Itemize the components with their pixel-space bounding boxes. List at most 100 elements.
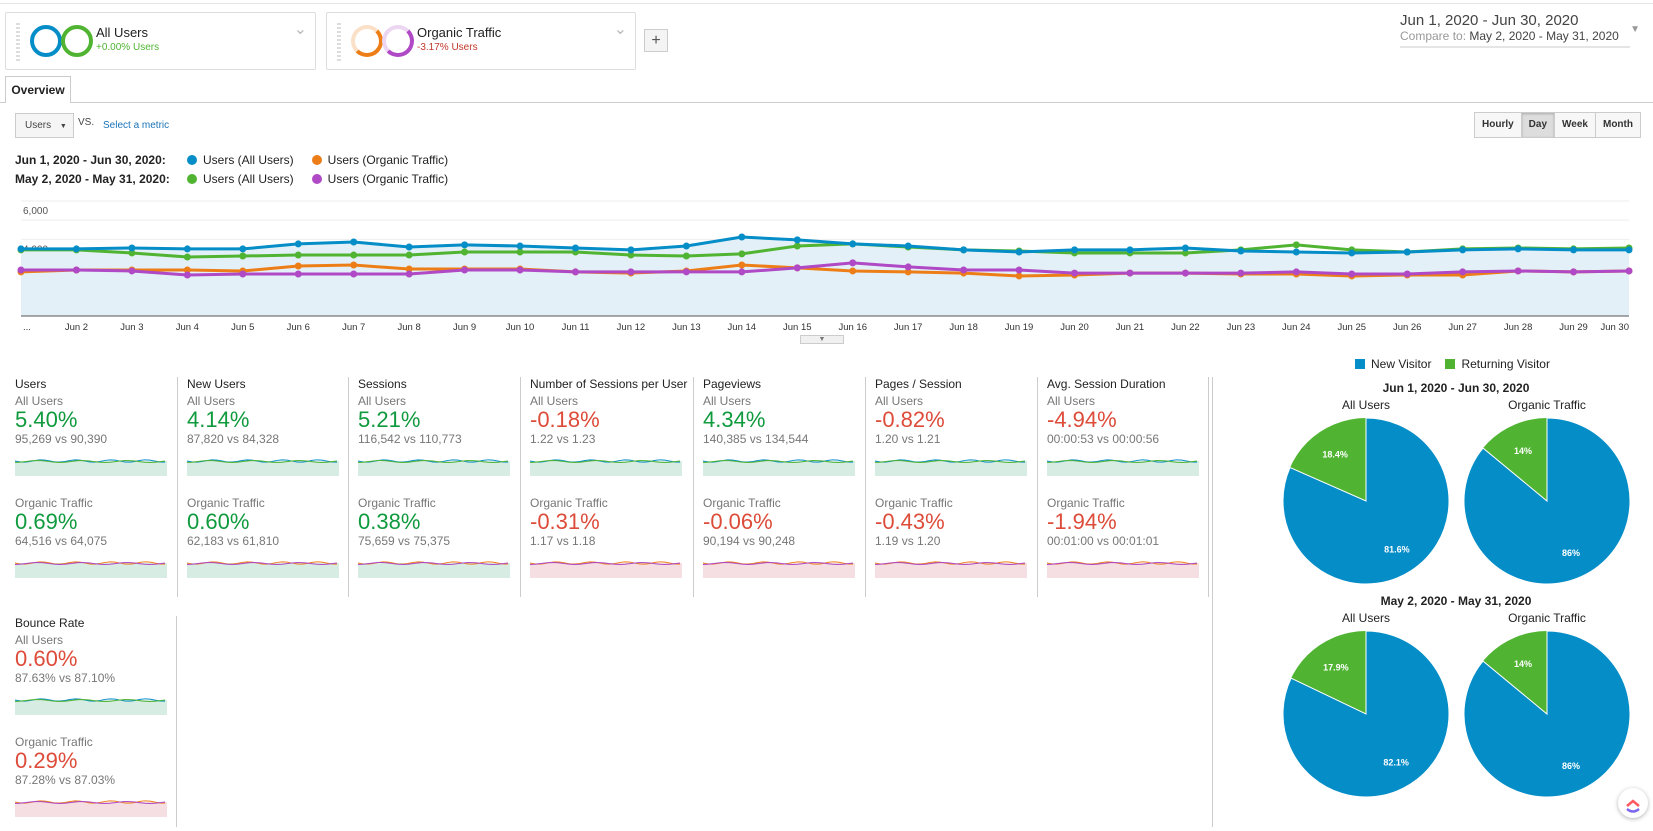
tab-overview[interactable]: Overview — [5, 76, 71, 103]
caret-down-icon[interactable]: ▼ — [1630, 24, 1640, 35]
data-point[interactable] — [904, 242, 912, 250]
data-point[interactable] — [1071, 246, 1079, 254]
data-point[interactable] — [1181, 249, 1189, 257]
data-point[interactable] — [516, 248, 524, 256]
metric-card[interactable]: Number of Sessions per User All Users -0.… — [530, 377, 702, 592]
data-point[interactable] — [1126, 246, 1134, 254]
clickup-logo-icon[interactable] — [1618, 788, 1648, 818]
data-point[interactable] — [350, 261, 358, 269]
data-point[interactable] — [793, 236, 801, 244]
data-point[interactable] — [1403, 270, 1411, 278]
data-point[interactable] — [294, 270, 302, 278]
drag-handle[interactable] — [337, 23, 341, 61]
data-point[interactable] — [405, 270, 413, 278]
data-point[interactable] — [1514, 267, 1522, 275]
segment-card-all-users[interactable]: All Users +0.00% Users ⌄ — [5, 12, 316, 70]
data-point[interactable] — [682, 252, 690, 260]
data-point[interactable] — [904, 263, 912, 271]
data-point[interactable] — [350, 270, 358, 278]
data-point[interactable] — [239, 245, 247, 253]
data-point[interactable] — [183, 266, 191, 274]
data-point[interactable] — [1126, 269, 1134, 277]
data-point[interactable] — [627, 251, 635, 259]
data-point[interactable] — [1292, 248, 1300, 256]
data-point[interactable] — [239, 252, 247, 260]
metric-card[interactable]: Avg. Session Duration All Users -4.94% 00… — [1047, 377, 1219, 592]
data-point[interactable] — [294, 240, 302, 248]
data-point[interactable] — [738, 268, 746, 276]
data-point[interactable] — [1071, 269, 1079, 277]
pie-slice-new[interactable] — [1463, 630, 1631, 798]
data-point[interactable] — [571, 244, 579, 252]
metric-card[interactable]: Bounce Rate All Users 0.60% 87.63% vs 87.… — [15, 616, 187, 831]
data-point[interactable] — [1181, 244, 1189, 252]
data-point[interactable] — [849, 240, 857, 248]
data-point[interactable] — [793, 242, 801, 250]
date-range-picker[interactable]: Jun 1, 2020 - Jun 30, 2020 Compare to: M… — [1400, 12, 1640, 48]
granularity-month[interactable]: Month — [1595, 113, 1640, 137]
pie-slice-new[interactable] — [1282, 630, 1450, 798]
data-point[interactable] — [1459, 268, 1467, 276]
data-point[interactable] — [793, 264, 801, 272]
data-point[interactable] — [571, 268, 579, 276]
data-point[interactable] — [1459, 246, 1467, 254]
data-point[interactable] — [1237, 269, 1245, 277]
data-point[interactable] — [1292, 241, 1300, 249]
data-point[interactable] — [405, 251, 413, 259]
data-point[interactable] — [516, 266, 524, 274]
data-point[interactable] — [1015, 272, 1023, 280]
data-point[interactable] — [239, 270, 247, 278]
data-point[interactable] — [682, 242, 690, 250]
data-point[interactable] — [128, 244, 136, 252]
data-point[interactable] — [350, 238, 358, 246]
data-point[interactable] — [1015, 266, 1023, 274]
drag-handle[interactable] — [16, 23, 20, 61]
data-point[interactable] — [1570, 268, 1578, 276]
data-point[interactable] — [17, 245, 25, 253]
data-point[interactable] — [405, 265, 413, 273]
data-point[interactable] — [849, 267, 857, 275]
data-point[interactable] — [849, 259, 857, 267]
pie-slice-new[interactable] — [1463, 417, 1631, 585]
data-point[interactable] — [1237, 247, 1245, 255]
data-point[interactable] — [1570, 246, 1578, 254]
data-point[interactable] — [405, 243, 413, 251]
data-point[interactable] — [461, 248, 469, 256]
data-point[interactable] — [682, 268, 690, 276]
data-point[interactable] — [516, 242, 524, 250]
chart-collapse-toggle[interactable]: ▼ — [800, 335, 844, 344]
data-point[interactable] — [294, 251, 302, 259]
data-point[interactable] — [461, 266, 469, 274]
data-point[interactable] — [72, 266, 80, 274]
select-metric-link[interactable]: Select a metric — [103, 120, 170, 131]
data-point[interactable] — [1181, 269, 1189, 277]
data-point[interactable] — [128, 267, 136, 275]
data-point[interactable] — [1292, 268, 1300, 276]
data-point[interactable] — [1015, 248, 1023, 256]
metric-card[interactable]: New Users All Users 4.14% 87,820 vs 84,32… — [187, 377, 359, 592]
metric-card[interactable]: Sessions All Users 5.21% 116,542 vs 110,7… — [358, 377, 530, 592]
metric-card[interactable]: Pageviews All Users 4.34% 140,385 vs 134,… — [703, 377, 875, 592]
data-point[interactable] — [904, 268, 912, 276]
granularity-week[interactable]: Week — [1555, 113, 1596, 137]
metric-card[interactable]: Pages / Session All Users -0.82% 1.20 vs … — [875, 377, 1047, 592]
data-point[interactable] — [1403, 248, 1411, 256]
pie-slice-new[interactable] — [1282, 417, 1450, 585]
data-point[interactable] — [1625, 267, 1633, 275]
data-point[interactable] — [294, 262, 302, 270]
add-segment-button[interactable]: + — [644, 29, 668, 52]
data-point[interactable] — [1625, 246, 1633, 254]
metric-card[interactable]: Users All Users 5.40% 95,269 vs 90,390 Or… — [15, 377, 187, 592]
data-point[interactable] — [128, 249, 136, 257]
data-point[interactable] — [738, 233, 746, 241]
data-point[interactable] — [738, 261, 746, 269]
data-point[interactable] — [1514, 245, 1522, 253]
chevron-down-icon[interactable]: ⌄ — [293, 21, 307, 38]
data-point[interactable] — [627, 268, 635, 276]
data-point[interactable] — [738, 250, 746, 258]
data-point[interactable] — [17, 266, 25, 274]
data-point[interactable] — [72, 245, 80, 253]
data-point[interactable] — [960, 266, 968, 274]
data-point[interactable] — [1348, 270, 1356, 278]
granularity-hourly[interactable]: Hourly — [1475, 113, 1522, 137]
